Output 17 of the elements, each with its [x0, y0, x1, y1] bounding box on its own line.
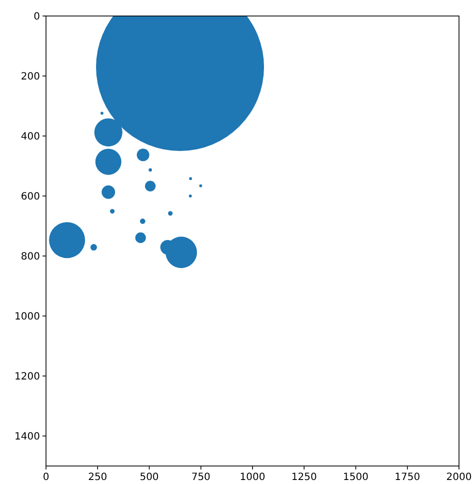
x-tick-label: 0 [42, 472, 50, 483]
x-tick-label: 750 [191, 472, 210, 483]
x-tick-label: 1250 [291, 472, 317, 483]
y-tick-label: 400 [20, 132, 40, 142]
y-tick-label: 800 [20, 252, 40, 262]
x-tick-label: 2000 [446, 472, 472, 483]
y-tick-label: 1200 [14, 372, 40, 382]
x-tick-label: 1500 [343, 472, 368, 483]
y-tick-label: 1000 [14, 312, 40, 322]
x-tick-label: 500 [140, 472, 159, 483]
y-tick-label: 200 [20, 72, 40, 82]
x-tick-label: 1750 [394, 472, 420, 483]
x-tick-label: 250 [88, 472, 108, 483]
y-tick-label: 1400 [14, 432, 40, 442]
y-tick-label: 600 [20, 192, 40, 202]
y-tick-label: 0 [34, 12, 40, 22]
x-tick-label: 1000 [240, 472, 266, 483]
